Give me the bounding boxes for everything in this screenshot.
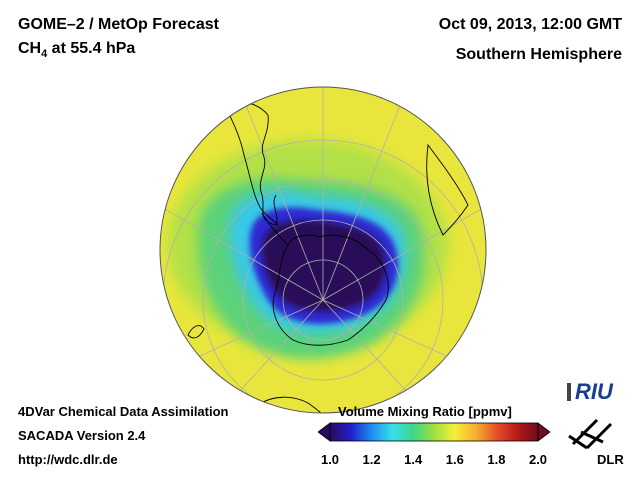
colorbar-tick-label: 1.6	[445, 452, 464, 467]
hemisphere-label: Southern Hemisphere	[455, 46, 622, 63]
colorbar-tick-label: 1.2	[362, 452, 381, 467]
colorbar-tick-label: 2.0	[528, 452, 548, 467]
colorbar-right-arrow	[537, 422, 550, 442]
credit-line-1: 4DVar Chemical Data Assimilation	[18, 404, 229, 419]
colorbar	[318, 422, 550, 442]
pressure-level: at 55.4 hPa	[47, 40, 136, 57]
riu-logo: RIU	[567, 379, 614, 404]
dlr-logo: DLR	[568, 418, 624, 467]
credit-url[interactable]: http://wdc.dlr.de	[18, 452, 118, 467]
new-zealand-coast	[187, 325, 205, 339]
species-name: CH	[18, 40, 42, 57]
riu-logo-bar	[567, 383, 571, 401]
antarctica-coast	[272, 234, 389, 346]
species-subscript: 4	[41, 48, 48, 61]
dlr-emblem-icon	[568, 418, 613, 450]
colorbar-tick-label: 1.4	[404, 452, 423, 467]
dlr-logo-text: DLR	[597, 452, 624, 467]
credit-line-2: SACADA Version 2.4	[18, 428, 146, 443]
date-label: Oct 09, 2013, 12:00 GMT	[438, 16, 622, 33]
antarctic-peninsula	[261, 212, 289, 246]
south-america-west-coast	[217, 92, 279, 226]
coastlines	[187, 92, 469, 413]
globe-map	[159, 86, 487, 414]
colorbar-tick-label: 1.0	[320, 452, 340, 467]
africa-coast	[426, 143, 469, 236]
riu-logo-text: RIU	[575, 379, 614, 404]
colorbar-left-arrow	[318, 422, 331, 442]
vortex-core	[262, 220, 386, 312]
species-label: CH4 at 55.4 hPa	[18, 40, 135, 60]
colorbar-gradient	[329, 422, 539, 442]
australia-coast	[257, 396, 324, 413]
colorbar-tick-label: 1.8	[487, 452, 506, 467]
colorbar-title: Volume Mixing Ratio [ppmv]	[338, 404, 512, 419]
map-title: GOME–2 / MetOp Forecast	[18, 16, 219, 33]
